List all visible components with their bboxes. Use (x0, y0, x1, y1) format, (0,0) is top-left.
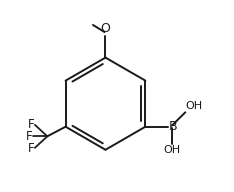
Text: OH: OH (186, 101, 203, 111)
Text: O: O (101, 22, 110, 35)
Text: F: F (27, 118, 34, 131)
Text: F: F (26, 130, 32, 143)
Text: F: F (27, 142, 34, 155)
Text: OH: OH (163, 145, 180, 155)
Text: B: B (169, 120, 178, 133)
